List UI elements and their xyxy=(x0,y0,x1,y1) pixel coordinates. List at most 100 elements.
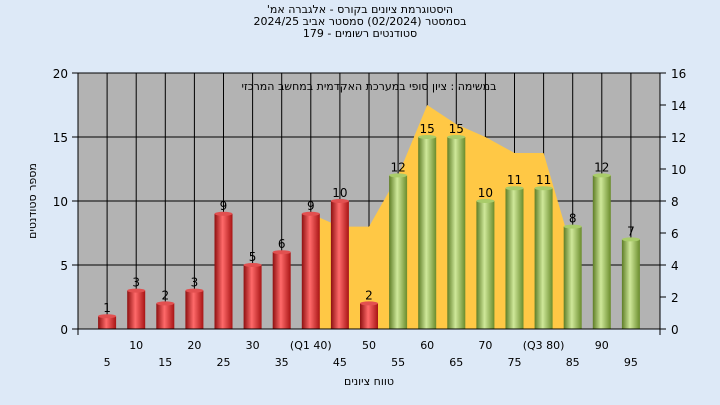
x-tick-label: 75 xyxy=(508,356,522,369)
bar-rect xyxy=(98,316,117,329)
bar-value-label: 10 xyxy=(478,186,493,200)
bar-rect xyxy=(127,290,146,329)
bar-value-label: 10 xyxy=(332,186,347,200)
bar-value-label: 12 xyxy=(594,160,609,174)
x-tick-label: (Q1 40) xyxy=(290,339,332,352)
bar-rect xyxy=(592,175,611,329)
bar-cap xyxy=(563,224,582,229)
bar-15: 2 xyxy=(156,288,175,329)
bar-rect xyxy=(185,290,204,329)
bar-cap xyxy=(243,263,262,267)
bar-95: 7 xyxy=(621,224,640,329)
bar-55: 12 xyxy=(389,160,408,329)
bar-rect xyxy=(272,252,291,329)
bar-rect xyxy=(476,201,495,329)
bar-rect xyxy=(418,137,437,329)
bar-rect xyxy=(447,137,466,329)
y2-tick-label: 16 xyxy=(671,67,686,81)
y-tick-label: 5 xyxy=(60,259,68,273)
bar-value-label: 11 xyxy=(536,173,551,187)
bar-rect xyxy=(621,239,640,329)
y-tick-label: 10 xyxy=(53,195,68,209)
bar-85: 8 xyxy=(563,212,582,329)
bar-rect xyxy=(360,303,378,329)
bar-75: 11 xyxy=(505,173,524,329)
y-tick-label: 15 xyxy=(53,131,68,145)
x-tick-label: 90 xyxy=(595,339,609,352)
bar-cap xyxy=(476,199,495,203)
annotation: במשימה : ציון סופי במערכת האקדמית במחשב … xyxy=(242,80,497,93)
bar-value-label: 2 xyxy=(161,288,169,302)
y-tick-label: 0 xyxy=(60,323,68,337)
x-tick-label: 35 xyxy=(275,356,289,369)
bar-value-label: 3 xyxy=(191,276,199,290)
bar-30: 5 xyxy=(243,250,262,329)
bar-value-label: 9 xyxy=(220,199,228,213)
y2-tick-label: 6 xyxy=(671,227,679,241)
bar-25: 9 xyxy=(214,199,233,329)
bar-cap xyxy=(534,186,553,191)
bar-cap xyxy=(592,173,611,178)
x-axis-title: טווח ציונים xyxy=(344,375,394,388)
bar-rect xyxy=(534,188,553,329)
bar-cap xyxy=(272,250,291,255)
bar-cap xyxy=(330,199,349,203)
x-tick-label: 45 xyxy=(333,356,347,369)
chart-title: 'היסטוגרמת ציונים בקורס - אלגברה אמ xyxy=(266,3,454,16)
bar-value-label: 7 xyxy=(627,224,635,238)
bar-rect xyxy=(563,226,582,329)
bar-cap xyxy=(185,288,204,293)
bar-20: 3 xyxy=(185,276,204,329)
bar-(Q3 80): 11 xyxy=(534,173,553,329)
bar-value-label: 3 xyxy=(132,276,140,290)
y2-tick-label: 10 xyxy=(671,163,686,177)
x-tick-label: 15 xyxy=(158,356,172,369)
bar-cap xyxy=(389,173,408,178)
x-tick-label: 70 xyxy=(478,339,492,352)
bar-10: 3 xyxy=(127,276,146,329)
bar-cap xyxy=(156,301,175,306)
bar-value-label: 1 xyxy=(103,301,111,315)
x-tick-label: 55 xyxy=(391,356,405,369)
bar-35: 6 xyxy=(272,237,291,329)
bar-65: 15 xyxy=(447,122,466,329)
bar-cap xyxy=(127,288,146,293)
x-tick-label: 30 xyxy=(246,339,260,352)
enrolled-count: סטודנטים רשומים - 179 xyxy=(302,27,418,40)
x-tick-label: 25 xyxy=(217,356,231,369)
bar-90: 12 xyxy=(592,160,611,329)
y2-tick-label: 14 xyxy=(671,99,686,113)
bar-cap xyxy=(214,211,233,216)
bar-5: 1 xyxy=(98,301,117,329)
bar-value-label: 9 xyxy=(307,199,315,213)
bar-value-label: 6 xyxy=(278,237,286,251)
x-tick-label: 10 xyxy=(129,339,143,352)
y2-tick-label: 0 xyxy=(671,323,679,337)
bar-value-label: 15 xyxy=(420,122,435,136)
bar-70: 10 xyxy=(476,186,495,329)
y2-tick-label: 8 xyxy=(671,195,679,209)
x-tick-label: 95 xyxy=(624,356,638,369)
y2-tick-label: 4 xyxy=(671,259,679,273)
x-tick-label: 50 xyxy=(362,339,376,352)
x-tick-label: 85 xyxy=(566,356,580,369)
bar-cap xyxy=(505,186,524,191)
bar-cap xyxy=(360,301,378,306)
bars-group: 1 3 2 3 9 5 6 9 10 2 12 15 15 10 11 11 8 12 7 xyxy=(98,122,640,329)
bar-cap xyxy=(418,135,437,139)
bar-rect xyxy=(156,303,175,329)
bar-value-label: 8 xyxy=(569,212,577,226)
bar-value-label: 12 xyxy=(390,160,405,174)
bar-cap xyxy=(98,314,117,319)
bar-rect xyxy=(389,175,408,329)
x-tick-label: (Q3 80) xyxy=(523,339,565,352)
x-tick-label: 65 xyxy=(449,356,463,369)
bar-rect xyxy=(214,213,233,329)
bar-cap xyxy=(447,135,466,139)
y-axis-title: מספר סטודנטים xyxy=(26,163,39,239)
bar-(Q1 40): 9 xyxy=(301,199,320,329)
y2-tick-label: 12 xyxy=(671,131,686,145)
x-tick-label: 20 xyxy=(187,339,201,352)
